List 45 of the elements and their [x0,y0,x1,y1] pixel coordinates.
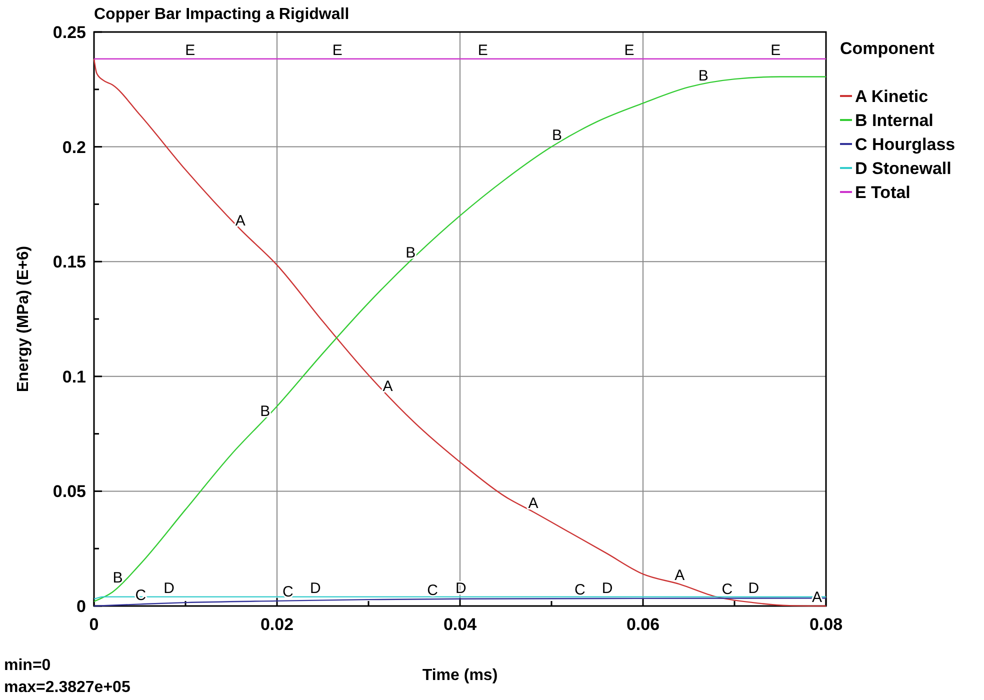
legend-label: C Hourglass [855,135,956,154]
annotation: A [528,494,538,512]
y-tick-label: 0.1 [62,367,86,386]
annotation: B [112,570,123,587]
annotation: A [674,567,685,584]
annotation: B [698,68,708,85]
y-axis-title: Energy (MPa) (E+6) [15,246,32,392]
legend-label: B Internal [855,111,934,130]
annotation: D [455,580,466,597]
annotation: B [260,403,270,420]
annotation: C [722,581,733,598]
annotation: E [770,42,781,59]
annotation: E [332,42,342,59]
y-tick-label: 0.25 [52,23,86,42]
annotation: B [406,244,416,262]
x-tick-label: 0.08 [809,615,843,634]
annotation: D [602,580,613,597]
x-tick-label: 0.06 [626,615,660,634]
annotation: D [310,580,322,597]
y-tick-label: 0 [76,597,86,616]
annotation: B [552,126,562,144]
annotation: C [282,584,294,601]
x-axis-title: Time (ms) [422,667,498,684]
annotation: D [748,580,760,597]
legend-label: A Kinetic [855,87,928,106]
chart-title: Copper Bar Impacting a Rigidwall [94,6,350,23]
annotation: E [624,42,634,59]
annotation: A [382,378,393,395]
annotation: A [235,212,246,230]
y-tick-label: 0.05 [52,482,86,502]
annotation: C [574,582,586,599]
annotation: E [185,42,196,59]
legend-label: D Stonewall [855,159,952,178]
annotation: E [478,42,488,59]
annotation: C [427,582,438,600]
y-tick-label: 0.2 [62,138,86,157]
text: min=0 [4,657,51,674]
x-tick-label: 0.04 [443,615,478,634]
annotation: D [164,580,175,597]
y-tick-label: 0.15 [52,252,86,272]
legend-label: E Total [855,183,910,202]
x-tick-label: 0 [89,615,99,634]
legend-title: Component [840,39,935,58]
x-tick-label: 0.02 [260,615,294,634]
text: max=2.3827e+05 [4,679,130,696]
